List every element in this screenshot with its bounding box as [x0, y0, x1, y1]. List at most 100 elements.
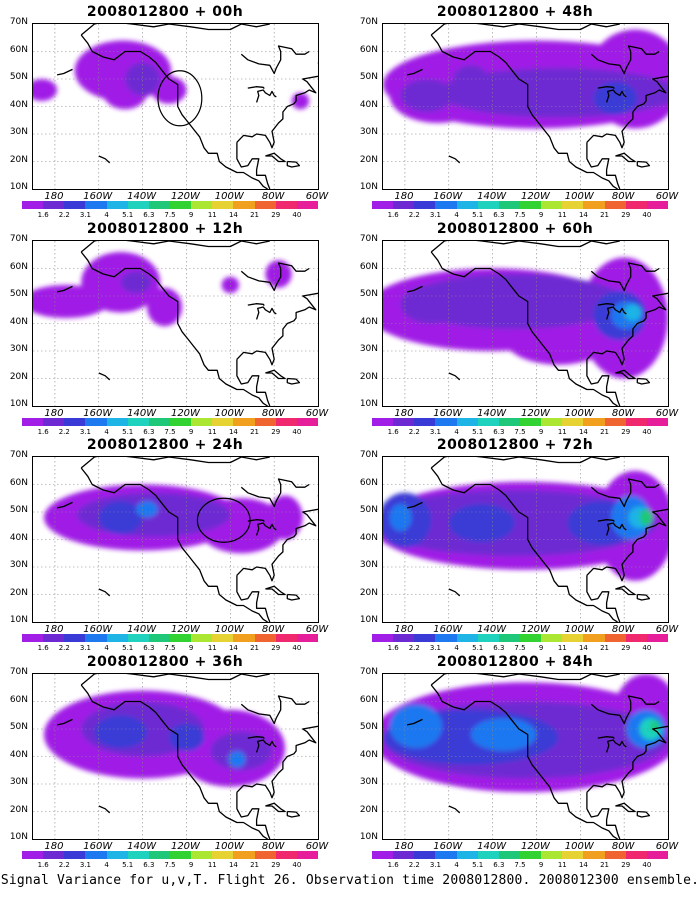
latitude-label: 10N — [9, 399, 28, 409]
variance-contour — [265, 260, 292, 288]
map-panel: 2008012800 + 00h 70N 60N 50N 40N 30N 20N 10N 180… — [0, 0, 340, 225]
map-area — [32, 456, 319, 623]
longitude-label: 180 — [394, 841, 414, 852]
colorbar-swatch — [477, 851, 499, 859]
longitude-label: 60W — [305, 191, 329, 202]
coastline — [80, 24, 270, 36]
colorbar-label: 7.5 — [514, 211, 526, 219]
variance-contour — [624, 304, 642, 321]
colorbar-swatch — [393, 418, 415, 426]
coastline — [586, 359, 621, 406]
colorbar-label: 3.1 — [429, 644, 441, 652]
map-panel: 2008012800 + 72h 70N 60N 50N 40N 30N 20N 10N 180… — [350, 433, 690, 658]
coastline — [255, 739, 277, 753]
coastline — [98, 588, 111, 597]
colorbar-label: 4 — [454, 211, 459, 219]
latitude-label: 30N — [9, 344, 28, 354]
colorbar-swatch — [583, 634, 605, 642]
colorbar-label: 9 — [538, 644, 544, 652]
colorbar-label: 40 — [642, 428, 652, 436]
colorbar-label: 7.5 — [514, 644, 526, 652]
latitude-label: 10N — [9, 182, 28, 192]
latitude-label: 30N — [359, 127, 378, 137]
coastline — [597, 86, 615, 90]
colorbar-swatch — [541, 634, 563, 642]
longitude-label: 100W — [214, 841, 244, 852]
colorbar-swatch — [498, 201, 520, 209]
colorbar-label: 11 — [207, 861, 217, 869]
colorbar-label: 1.6 — [387, 861, 399, 869]
colorbar-label: 7.5 — [164, 861, 176, 869]
colorbar-label: 9 — [188, 428, 194, 436]
colorbar-swatch — [498, 851, 520, 859]
colorbar-label: 14 — [578, 211, 588, 219]
coastline — [590, 478, 660, 508]
coastline — [240, 262, 310, 292]
coastline — [597, 303, 615, 307]
latitude-label: 60N — [359, 261, 378, 272]
map-area — [32, 673, 319, 840]
longitude-label: 140W — [127, 841, 157, 852]
colorbar-label: 9 — [188, 211, 194, 219]
coastline — [448, 372, 461, 381]
longitude-label: 120W — [520, 624, 550, 635]
colorbar-labels: 1.6 2.2 3.1 4 5.1 6.3 7.5 9 11 14 21 29 40 — [22, 644, 318, 654]
coastline — [255, 306, 277, 320]
coastline — [590, 262, 660, 292]
longitude-label: 120W — [170, 408, 200, 419]
coastline — [80, 674, 270, 686]
colorbar-swatch — [191, 851, 213, 859]
colorbar-swatch — [519, 634, 542, 642]
colorbar-swatch — [64, 418, 86, 426]
coastline — [448, 155, 461, 164]
colorbar-label: 2.2 — [58, 428, 70, 436]
coastline — [265, 802, 286, 813]
colorbar-label: 4 — [454, 428, 459, 436]
colorbar-label: 2.2 — [58, 211, 70, 219]
colorbar-swatch — [64, 851, 86, 859]
colorbar-swatch — [372, 851, 394, 859]
coastline — [236, 359, 271, 406]
longitude-label: 160W — [83, 191, 113, 202]
colorbar-label: 29 — [621, 861, 631, 869]
longitude-label: 180 — [394, 191, 414, 202]
colorbar-label: 21 — [250, 428, 260, 436]
latitude-label: 70N — [9, 667, 28, 677]
colorbar-swatch — [127, 851, 149, 859]
colorbar-swatch — [233, 851, 255, 859]
longitude-label: 60W — [655, 624, 679, 635]
colorbar-label: 11 — [207, 211, 217, 219]
colorbar-swatch — [625, 634, 647, 642]
longitude-label: 160W — [83, 841, 113, 852]
colorbar-label: 29 — [271, 861, 281, 869]
latitude-label: 30N — [9, 777, 28, 787]
latitude-label: 50N — [359, 289, 378, 299]
coastline — [615, 585, 636, 596]
colorbar-swatch — [212, 851, 234, 859]
latitude-label: 30N — [359, 560, 378, 570]
colorbar-label: 6.3 — [493, 644, 505, 652]
map-panel: 2008012800 + 24h 70N 60N 50N 40N 30N 20N 10N 180… — [0, 433, 340, 658]
latitude-label: 20N — [359, 154, 378, 165]
colorbar-swatch — [414, 851, 436, 859]
variance-contour — [448, 503, 515, 543]
latitude-label: 70N — [359, 667, 378, 677]
coastline — [636, 160, 651, 168]
longitude-label: 120W — [170, 624, 200, 635]
colorbar-swatch — [127, 634, 149, 642]
colorbar-label: 4 — [104, 644, 109, 652]
longitude-label: 60W — [655, 191, 679, 202]
coastline — [636, 593, 651, 601]
latitude-label: 70N — [359, 234, 378, 244]
longitude-label: 120W — [170, 841, 200, 852]
map-panel: 2008012800 + 36h 70N 60N 50N 40N 30N 20N 10N 180… — [0, 650, 340, 875]
colorbar-swatch — [604, 634, 626, 642]
coastline — [247, 519, 265, 523]
colorbar-swatch — [233, 418, 255, 426]
coastline — [240, 45, 310, 75]
colorbar-swatch — [604, 851, 626, 859]
coastline — [80, 467, 268, 622]
colorbar-label: 14 — [578, 428, 588, 436]
colorbar-labels: 1.6 2.2 3.1 4 5.1 6.3 7.5 9 11 14 21 29 40 — [22, 211, 318, 221]
longitude-label: 120W — [170, 191, 200, 202]
